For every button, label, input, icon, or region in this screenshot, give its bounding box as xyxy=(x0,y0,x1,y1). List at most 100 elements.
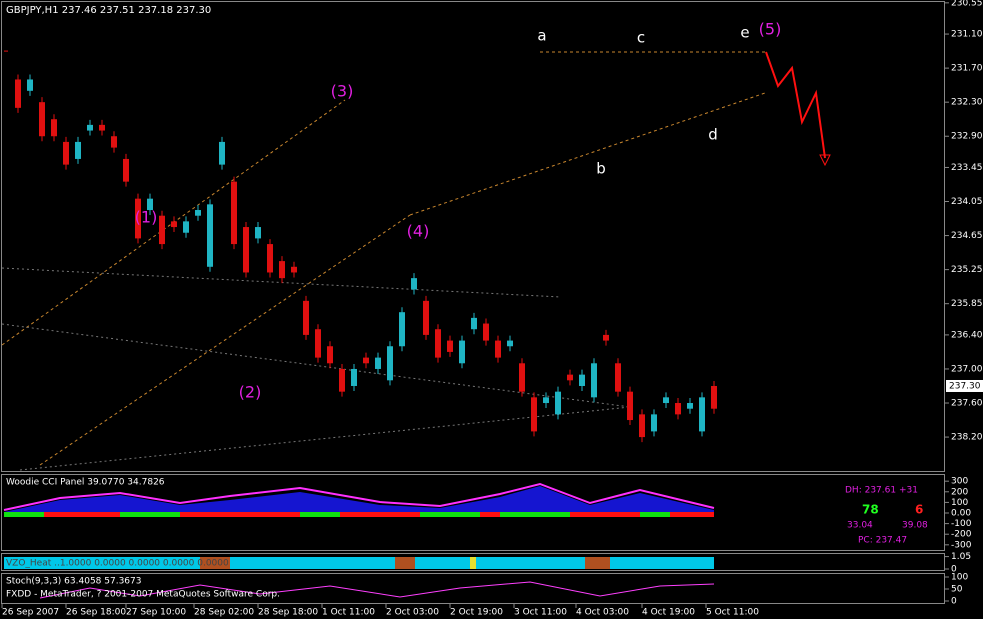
cci-down: 6 xyxy=(915,503,923,517)
candle xyxy=(255,227,261,239)
axis-label: 0 xyxy=(951,597,957,607)
axis-label: 231.10 xyxy=(951,30,983,40)
arrow-head xyxy=(819,154,831,167)
axis-label: 235.85 xyxy=(951,299,983,309)
axis-label: 235.25 xyxy=(951,265,983,275)
candle xyxy=(63,141,69,165)
candle xyxy=(363,357,369,364)
candle xyxy=(531,397,537,432)
candle xyxy=(651,414,657,432)
candle xyxy=(159,215,165,245)
copyright: FXDD - MetaTrader, ? 2001-2007 MetaQuote… xyxy=(6,590,280,600)
fan-lines xyxy=(1,267,631,471)
candle xyxy=(171,221,177,228)
candle xyxy=(447,340,453,352)
candle xyxy=(603,334,609,341)
candle xyxy=(399,312,405,347)
wave-label: (3) xyxy=(331,82,354,101)
candle xyxy=(123,158,129,182)
candle xyxy=(627,391,633,421)
axis-label: -200 xyxy=(951,530,972,540)
time-label: 2 Oct 19:00 xyxy=(450,608,503,618)
axis-label: 237.60 xyxy=(951,399,983,409)
candle xyxy=(591,363,597,398)
axis-label: 0.00 xyxy=(951,509,971,519)
candle xyxy=(639,414,645,438)
candle xyxy=(231,181,237,245)
axis-label: -100 xyxy=(951,519,972,529)
candle xyxy=(279,261,285,279)
candle xyxy=(219,141,225,165)
candle xyxy=(507,340,513,347)
axis-label: 300 xyxy=(951,477,968,487)
axis-label: 100 xyxy=(951,573,968,583)
wave-label: e xyxy=(740,24,749,42)
time-label: 4 Oct 03:00 xyxy=(576,608,629,618)
candle xyxy=(471,317,477,330)
candle xyxy=(51,119,57,137)
current-price: 237.30 xyxy=(949,381,981,391)
axis-label: 232.30 xyxy=(951,98,983,108)
candle xyxy=(423,300,429,335)
axis-label: 232.90 xyxy=(951,132,983,142)
triangle-bottom xyxy=(409,92,766,216)
candle xyxy=(183,221,189,233)
candle xyxy=(543,397,549,404)
wave-label: (4) xyxy=(407,222,430,241)
candle xyxy=(663,397,669,404)
candle xyxy=(291,266,297,273)
axis-label: 234.05 xyxy=(951,197,983,207)
candle xyxy=(411,278,417,290)
time-label: 5 Oct 11:00 xyxy=(706,608,759,618)
candle xyxy=(195,210,201,216)
candle xyxy=(339,368,345,392)
axis-label: 230.55 xyxy=(951,0,983,8)
candle xyxy=(699,397,705,432)
candle xyxy=(147,198,153,211)
candle xyxy=(87,124,93,131)
candle xyxy=(27,79,33,91)
candle xyxy=(351,368,357,386)
candle xyxy=(243,227,249,273)
candle xyxy=(99,124,105,131)
candle xyxy=(303,300,309,335)
axis-label: 50 xyxy=(951,585,963,595)
wave-label: b xyxy=(596,160,606,178)
stoch-title: Stoch(9,3,3) 63.4058 57.3673 xyxy=(6,577,141,587)
wave-label: (1) xyxy=(135,208,158,227)
candle xyxy=(267,244,273,273)
cci-dh: DH: 237.61 +31 xyxy=(845,486,918,496)
time-label: 27 Sep 10:00 xyxy=(126,608,186,618)
vzo-title: VZO_Heat ..1.0000 0.0000 0.0000 0.0000 0… xyxy=(6,559,229,569)
vzo-decor xyxy=(4,557,714,569)
candle xyxy=(675,403,681,415)
main-panel xyxy=(1,1,945,472)
axis-label: 1.05 xyxy=(951,552,971,562)
candle xyxy=(435,329,441,358)
time-label: 4 Oct 19:00 xyxy=(642,608,695,618)
stoch-decor xyxy=(39,581,715,599)
axis-label: 0 xyxy=(951,565,957,575)
candle xyxy=(135,198,141,239)
time-label: 26 Sep 2007 xyxy=(2,608,59,618)
cci-pc: PC: 237.47 xyxy=(858,536,907,546)
time-label: 2 Oct 03:00 xyxy=(386,608,439,618)
stoch-panel xyxy=(1,573,945,604)
axis-label: 238.20 xyxy=(951,433,983,443)
candle xyxy=(483,323,489,341)
time-label: 28 Sep 02:00 xyxy=(194,608,254,618)
axis-label: 200 xyxy=(951,487,968,497)
current-price-box xyxy=(946,379,983,392)
candle xyxy=(459,340,465,364)
candle xyxy=(519,363,525,392)
candle xyxy=(207,204,213,267)
candle xyxy=(567,374,573,381)
candle xyxy=(495,340,501,358)
candle xyxy=(615,363,621,392)
wave-label: d xyxy=(708,126,718,144)
cci-panel xyxy=(1,474,945,551)
time-label: 28 Sep 18:00 xyxy=(258,608,318,618)
candle xyxy=(579,374,585,386)
